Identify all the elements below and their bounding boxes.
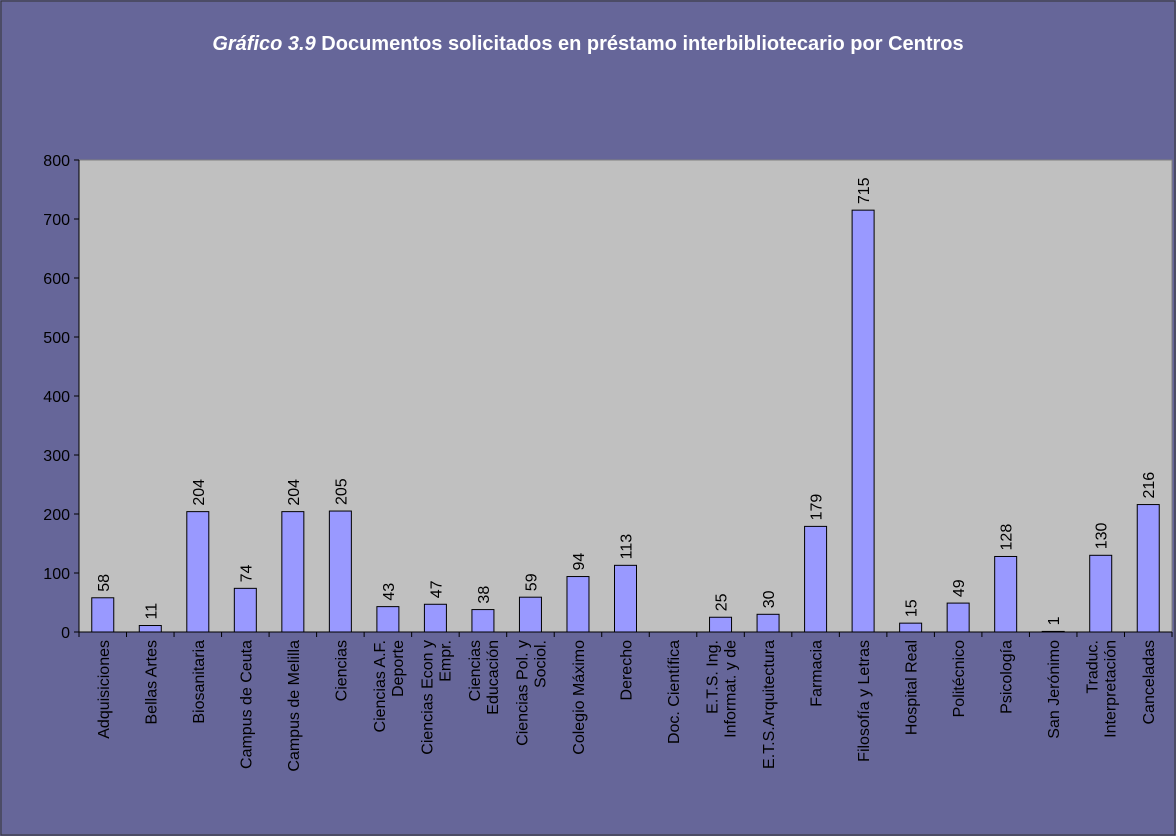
y-tick-label: 100 — [43, 566, 70, 583]
x-tick-label: CienciasEducación — [467, 640, 502, 715]
x-tick-label-line: Ciencias A.F. — [372, 640, 389, 732]
x-tick-label-line: Educación — [485, 640, 502, 715]
x-tick-label: Farmacia — [809, 640, 826, 707]
bar — [851, 209, 875, 633]
x-tick-label: Politécnico — [951, 640, 968, 717]
x-tick-label-line: E.T.S. Ing. — [705, 640, 722, 714]
value-label: 715 — [856, 177, 873, 204]
bar — [1089, 554, 1113, 633]
x-tick-label-line: Deporte — [390, 640, 407, 697]
y-tick-label: 800 — [43, 153, 70, 170]
x-tick-label: Ciencias Econ yEmpr. — [419, 640, 454, 755]
plot-area — [78, 159, 1173, 633]
bar — [1041, 630, 1065, 633]
x-tick-label: Biosanitaria — [191, 640, 208, 724]
y-tick-label: 300 — [43, 448, 70, 465]
bar — [281, 511, 305, 633]
x-tick-label-line: Ciencias — [467, 640, 484, 701]
y-tick-label: 0 — [61, 625, 70, 642]
bar — [233, 587, 257, 633]
y-tick-label: 400 — [43, 389, 70, 406]
bar — [946, 602, 970, 633]
bar — [518, 596, 542, 633]
value-label: 94 — [571, 553, 588, 571]
bar — [994, 555, 1018, 633]
value-label: 30 — [761, 590, 778, 608]
bar — [138, 625, 162, 633]
bar — [614, 564, 637, 633]
value-label: 38 — [476, 586, 493, 604]
value-label: 216 — [1141, 472, 1158, 499]
bar — [1136, 504, 1160, 633]
chart-title: Gráfico 3.9 Documentos solicitados en pr… — [188, 30, 988, 59]
bar — [471, 609, 495, 633]
x-tick-label-line: Informat. y de — [723, 640, 740, 738]
x-tick-label: Doc. Científica — [666, 640, 683, 744]
value-label: 128 — [999, 524, 1016, 551]
x-tick-label: Ciencias A.F.Deporte — [372, 640, 407, 733]
x-tick-label: Derecho — [619, 640, 636, 701]
bar — [756, 613, 780, 633]
bar — [709, 616, 733, 633]
x-tick-label-line: Sociol. — [532, 640, 549, 688]
x-tick-label: Filosofía y Letras — [856, 640, 873, 762]
x-tick-label-line: Ciencias Pol. y — [514, 640, 531, 746]
value-label: 179 — [809, 494, 826, 521]
x-tick-label: Psicología — [999, 640, 1016, 714]
value-label: 25 — [714, 593, 731, 611]
x-tick-label: E.T.S.Arquitectura — [761, 640, 778, 769]
x-tick-label: San Jerónimo — [1046, 640, 1063, 739]
x-tick-label: Campus de Melilla — [286, 640, 303, 772]
y-tick-label: 700 — [43, 212, 70, 229]
value-label: 205 — [333, 478, 350, 505]
y-tick-label: 600 — [43, 271, 70, 288]
value-label: 59 — [523, 573, 540, 591]
value-label: 43 — [381, 583, 398, 601]
value-label: 130 — [1094, 523, 1111, 550]
title-text: Documentos solicitados en préstamo inter… — [321, 33, 964, 55]
x-tick-label-line: Interpretación — [1103, 640, 1120, 738]
y-tick-label: 500 — [43, 330, 70, 347]
title-prefix: Gráfico 3.9 — [212, 33, 316, 55]
y-tick-label: 200 — [43, 507, 70, 524]
bar — [899, 622, 923, 633]
value-label: 1 — [1046, 616, 1063, 625]
value-label: 11 — [143, 603, 160, 620]
x-tick-label: Adquisiciones — [96, 640, 113, 739]
x-tick-label-line: Ciencias Econ y — [419, 640, 436, 755]
value-label: 204 — [286, 479, 303, 506]
x-tick-label-line: Traduc. — [1085, 640, 1102, 694]
x-tick-label: Ciencias — [333, 640, 350, 701]
value-label: 58 — [96, 574, 113, 592]
x-tick-label: Bellas Artes — [143, 640, 160, 724]
value-label: 15 — [904, 599, 921, 617]
bar — [423, 603, 447, 633]
value-label: 74 — [238, 564, 255, 582]
value-label: 113 — [619, 534, 636, 560]
x-tick-label: Campus de Ceuta — [238, 640, 255, 769]
x-tick-label: Colegio Máximo — [571, 640, 588, 755]
bar — [376, 606, 400, 633]
x-tick-label: Hospital Real — [904, 640, 921, 735]
bar — [566, 576, 590, 633]
bar — [328, 510, 352, 633]
value-label: 49 — [951, 579, 968, 597]
x-tick-label: Ciencias Pol. ySociol. — [514, 640, 549, 746]
bar — [186, 511, 210, 633]
value-label: 204 — [191, 479, 208, 506]
value-label: 47 — [428, 580, 445, 598]
x-tick-label-line: Empr. — [437, 640, 454, 682]
x-tick-label: Canceladas — [1141, 640, 1158, 725]
bar — [91, 597, 115, 633]
bar — [804, 525, 828, 633]
x-tick-label: E.T.S. Ing.Informat. y de — [705, 640, 740, 738]
x-tick-label: Traduc.Interpretación — [1085, 640, 1120, 738]
